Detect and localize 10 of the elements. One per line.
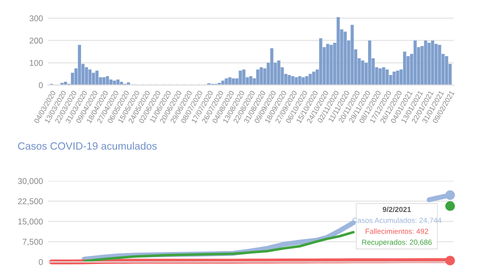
y-tick-label: 22,500 xyxy=(18,198,43,206)
y-tick-label: 30,000 xyxy=(18,178,43,185)
y-tick-label: 15,000 xyxy=(18,218,43,226)
y-tick-label: 0 xyxy=(38,82,43,88)
chart-title: Casos COVID-19 acumulados xyxy=(18,142,157,150)
y-tick-label: 7,500 xyxy=(22,238,43,246)
y-tick-label: 200 xyxy=(30,38,43,44)
y-tick-label: 0 xyxy=(38,259,43,265)
y-tick-label: 100 xyxy=(30,60,43,66)
y-tick-label: 300 xyxy=(30,15,43,22)
